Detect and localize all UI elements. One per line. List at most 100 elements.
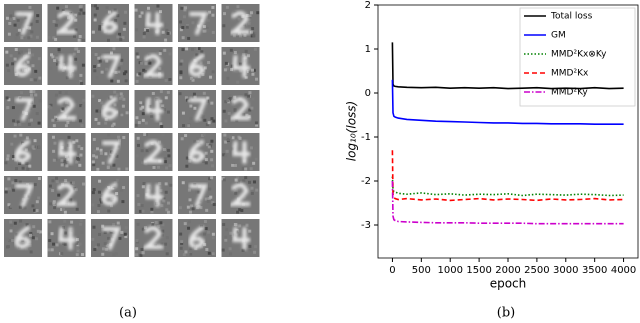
noise xyxy=(119,62,123,66)
noise xyxy=(183,8,187,12)
noise xyxy=(8,21,12,25)
noise xyxy=(78,163,82,167)
series-line xyxy=(391,150,624,202)
noise xyxy=(119,92,123,96)
noise xyxy=(109,95,113,99)
noise xyxy=(211,236,215,240)
digit-stroke xyxy=(14,226,32,249)
noise xyxy=(162,148,166,152)
noise xyxy=(138,209,142,213)
noise xyxy=(61,9,65,13)
noise xyxy=(63,242,67,246)
series-line xyxy=(391,79,624,125)
noise xyxy=(125,167,129,171)
noise xyxy=(209,75,213,79)
noise xyxy=(187,188,191,192)
noise xyxy=(113,153,117,157)
noise xyxy=(141,112,145,116)
noise xyxy=(166,32,170,36)
noise xyxy=(105,138,109,142)
noise xyxy=(54,93,58,97)
noise xyxy=(37,196,41,200)
noise xyxy=(17,28,21,32)
noise xyxy=(29,250,33,254)
noise xyxy=(93,13,97,17)
noise xyxy=(6,154,10,158)
noise xyxy=(98,232,102,236)
y-axis-label: log₁₀(loss) xyxy=(345,101,359,161)
noise xyxy=(253,180,257,184)
noise xyxy=(253,250,257,254)
noise xyxy=(60,109,64,113)
noise xyxy=(25,161,29,165)
noise xyxy=(120,230,124,234)
noise xyxy=(105,67,109,71)
noise xyxy=(199,133,203,137)
noise xyxy=(143,28,147,32)
noise xyxy=(160,124,164,128)
noise xyxy=(122,136,126,140)
noise xyxy=(255,77,259,81)
noise xyxy=(166,110,170,114)
noise xyxy=(124,235,128,239)
noise xyxy=(49,202,53,206)
digit-stroke xyxy=(102,55,122,78)
noise xyxy=(61,207,65,211)
noise xyxy=(239,62,243,66)
noise xyxy=(210,176,214,180)
noise xyxy=(179,62,183,66)
noise xyxy=(6,157,10,161)
digit-stroke xyxy=(140,226,164,249)
noise xyxy=(184,250,188,254)
noise xyxy=(107,209,111,213)
noise xyxy=(140,61,144,65)
noise xyxy=(223,68,227,72)
noise xyxy=(99,148,103,152)
noise xyxy=(197,205,201,209)
noise xyxy=(237,187,241,191)
noise xyxy=(157,224,161,228)
noise xyxy=(33,139,37,143)
noise xyxy=(178,92,182,96)
noise xyxy=(150,210,154,214)
noise xyxy=(81,63,85,67)
noise xyxy=(14,179,18,183)
noise xyxy=(63,159,67,163)
noise xyxy=(115,154,119,158)
noise xyxy=(189,76,193,80)
noise xyxy=(161,133,165,137)
noise xyxy=(29,90,33,94)
noise xyxy=(5,96,9,100)
noise xyxy=(136,194,140,198)
x-tick-label: 0 xyxy=(389,265,395,276)
noise xyxy=(186,205,190,209)
noise xyxy=(95,109,99,113)
y-tick-label: -1 xyxy=(361,132,371,143)
noise xyxy=(104,247,108,251)
noise xyxy=(113,90,117,94)
noise xyxy=(123,232,127,236)
noise xyxy=(106,38,110,42)
noise xyxy=(26,167,30,171)
noise xyxy=(34,93,38,97)
noise xyxy=(64,124,68,128)
noise xyxy=(166,210,170,214)
noise xyxy=(184,96,188,100)
noise xyxy=(64,179,68,183)
noise xyxy=(167,154,171,158)
noise xyxy=(252,68,256,72)
noise xyxy=(151,223,155,227)
noise xyxy=(72,34,76,38)
noise xyxy=(7,239,11,243)
noise xyxy=(77,38,81,42)
noise xyxy=(98,59,102,63)
digit-stroke xyxy=(14,54,32,77)
noise xyxy=(9,229,13,233)
noise xyxy=(201,134,205,138)
noise xyxy=(48,220,52,224)
noise xyxy=(165,28,169,32)
noise xyxy=(185,25,189,29)
noise xyxy=(20,91,24,95)
noise xyxy=(135,154,139,158)
